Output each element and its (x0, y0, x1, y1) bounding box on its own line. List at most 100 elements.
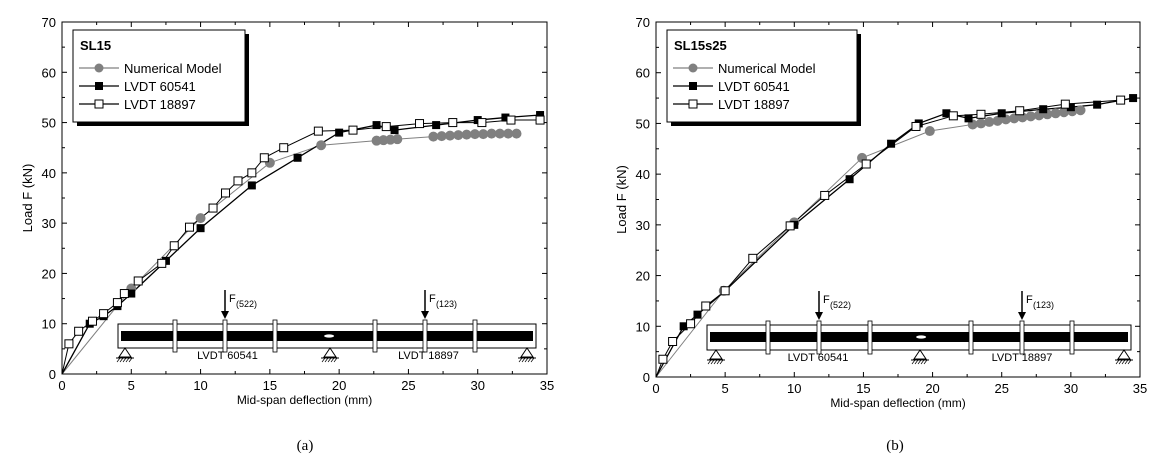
sensor-post (1019, 320, 1025, 355)
support-triangle (323, 347, 337, 358)
chart-panel-b: 0 5 10 15 20 25 30 35 0 10 20 30 40 50 60 70 Mid-span de… (614, 15, 1147, 454)
support-hatch (321, 357, 326, 363)
data-point-lvdt-18897 (64, 339, 74, 349)
support-hatch (917, 359, 922, 365)
data-point-lvdt-18897 (119, 289, 129, 299)
data-point-lvdt-18897 (861, 159, 871, 169)
y-tick-label: 60 (636, 66, 650, 81)
force-label: F (229, 293, 236, 305)
legend-marker-filled-square (689, 82, 697, 90)
legend-entry-label: LVDT 60541 (124, 79, 196, 94)
data-point-numerical (461, 129, 472, 140)
force-label: F (823, 294, 830, 306)
support-hatch (1115, 359, 1120, 365)
support-hatch (521, 357, 526, 363)
support-hatch (716, 359, 721, 365)
data-point-numerical (428, 131, 439, 142)
data-point-lvdt-60541 (942, 109, 951, 118)
x-tick-label: 30 (470, 378, 484, 393)
data-point-lvdt-60541 (845, 175, 854, 184)
legend-entry-label: LVDT 18897 (718, 97, 790, 112)
support-hatch (923, 359, 928, 365)
panel-caption: (a) (297, 438, 314, 454)
data-point-lvdt-18897 (1015, 106, 1025, 116)
support-hatch (524, 357, 529, 363)
beam-schematic: F (522) F (123)LVDT 60541 LVDT 18897 (706, 291, 1133, 365)
y-axis-label: Load F (kN) (20, 164, 35, 233)
x-tick-label: 20 (332, 378, 346, 393)
data-point-lvdt-18897 (313, 126, 323, 136)
data-point-lvdt-60541 (1066, 103, 1075, 112)
x-tick-label: 15 (856, 381, 870, 396)
legend-title: SL15s25 (674, 38, 727, 53)
support-hatch (122, 357, 127, 363)
data-point-lvdt-18897 (259, 153, 269, 163)
beam-joint (324, 334, 335, 338)
data-point-lvdt-18897 (686, 319, 696, 329)
data-point-lvdt-18897 (448, 118, 458, 128)
data-point-lvdt-18897 (976, 109, 986, 119)
y-tick-label: 70 (42, 15, 56, 30)
support-hatch (710, 359, 715, 365)
y-tick-label: 60 (42, 65, 56, 80)
data-point-lvdt-60541 (372, 121, 381, 130)
sensor-post (172, 319, 178, 353)
support-triangle (520, 347, 534, 358)
data-point-lvdt-18897 (1116, 95, 1126, 105)
support-hatch (116, 357, 121, 363)
y-tick-label: 40 (42, 166, 56, 181)
data-point-numerical (436, 131, 447, 142)
data-point-numerical (984, 116, 995, 127)
y-tick-label: 50 (42, 116, 56, 131)
support-hatch (914, 359, 919, 365)
data-point-lvdt-60541 (679, 322, 688, 331)
data-point-lvdt-18897 (415, 119, 425, 129)
data-point-lvdt-60541 (1039, 105, 1048, 114)
data-point-numerical (392, 134, 403, 145)
data-point-numerical (486, 128, 497, 139)
legend-entry-label: Numerical Model (718, 61, 816, 76)
data-point-lvdt-60541 (247, 181, 256, 190)
sensor-post (422, 319, 428, 353)
x-axis-label: Mid-span deflection (mm) (237, 393, 372, 407)
support-hatch (333, 357, 338, 363)
y-tick-label: 20 (636, 269, 650, 284)
x-tick-label: 35 (540, 378, 554, 393)
x-tick-label: 35 (1133, 381, 1147, 396)
legend-marker-open-square (688, 99, 698, 109)
data-point-lvdt-60541 (693, 310, 702, 319)
support-hatch (1127, 359, 1132, 365)
data-point-lvdt-18897 (221, 188, 231, 198)
legend-box (666, 29, 858, 123)
data-point-lvdt-60541 (196, 224, 205, 233)
support-hatch (327, 357, 332, 363)
data-point-lvdt-18897 (74, 326, 84, 336)
data-point-numerical (469, 129, 480, 140)
support-hatch (119, 357, 124, 363)
force-arrowhead (815, 312, 823, 320)
sensor-post (867, 320, 873, 355)
support-hatch (125, 357, 130, 363)
y-tick-label: 10 (636, 319, 650, 334)
data-point-lvdt-18897 (279, 143, 289, 153)
data-point-lvdt-18897 (157, 258, 167, 268)
data-point-lvdt-18897 (348, 125, 358, 135)
sensor-post (272, 319, 278, 353)
y-tick-label: 0 (643, 370, 650, 385)
data-point-numerical (992, 115, 1003, 126)
data-point-lvdt-18897 (99, 309, 109, 319)
support-hatch (324, 357, 329, 363)
data-point-lvdt-18897 (1060, 99, 1070, 109)
data-point-lvdt-60541 (293, 153, 302, 162)
data-point-lvdt-18897 (748, 253, 758, 263)
legend-entry-label: LVDT 60541 (718, 79, 790, 94)
support-hatch (1121, 359, 1126, 365)
data-point-lvdt-18897 (133, 276, 143, 286)
data-point-lvdt-18897 (381, 122, 391, 132)
legend-marker-filled-square (95, 82, 103, 90)
support-hatch (128, 357, 133, 363)
data-point-numerical (195, 213, 206, 224)
data-point-numerical (478, 129, 489, 140)
data-point-lvdt-18897 (701, 301, 711, 311)
